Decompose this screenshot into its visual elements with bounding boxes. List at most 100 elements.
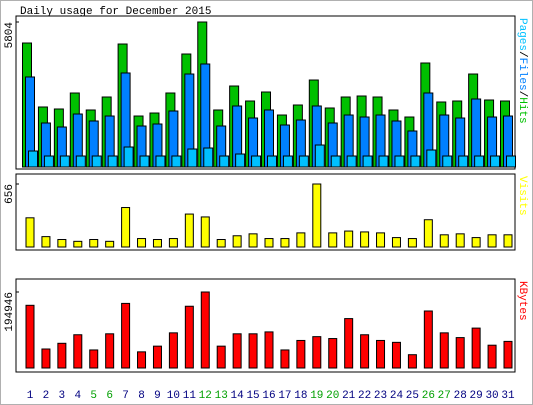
x-tick-label: 20 <box>326 390 339 402</box>
bar <box>360 231 370 248</box>
bar <box>490 155 501 168</box>
bar <box>105 240 115 248</box>
bar <box>121 302 131 369</box>
bar <box>155 155 166 168</box>
legend-separator: / <box>516 51 528 58</box>
bar <box>216 239 226 248</box>
bar <box>59 155 70 168</box>
bar <box>264 331 274 369</box>
bar <box>219 155 230 168</box>
x-tick-label: 8 <box>138 390 145 402</box>
bar <box>57 342 67 369</box>
bar <box>458 155 469 168</box>
bar <box>423 219 433 248</box>
x-tick-label: 26 <box>422 390 435 402</box>
bar <box>298 155 309 168</box>
bar <box>89 239 99 248</box>
bar <box>168 238 178 248</box>
x-tick-label: 15 <box>246 390 259 402</box>
x-tick-label: 18 <box>294 390 307 402</box>
bar <box>137 351 147 369</box>
bar <box>487 234 497 248</box>
x-tick-label: 17 <box>278 390 291 402</box>
bar <box>328 232 338 248</box>
x-tick-label: 16 <box>262 390 275 402</box>
bar <box>391 237 401 248</box>
bar <box>439 234 449 248</box>
bar <box>280 349 290 369</box>
x-tick-label: 24 <box>390 390 404 402</box>
x-tick-label: 3 <box>59 390 66 402</box>
legend-entry: Files <box>516 58 528 91</box>
legend-entry: Pages <box>516 18 528 51</box>
bar <box>360 334 370 369</box>
panel-box <box>15 173 516 251</box>
bar <box>235 153 246 168</box>
bar <box>168 332 178 369</box>
bar <box>376 232 386 248</box>
bar <box>330 155 341 168</box>
panel-box <box>15 15 516 170</box>
x-tick-label: 30 <box>485 390 498 402</box>
bar <box>232 333 242 369</box>
bar <box>75 155 86 168</box>
x-tick-label: 27 <box>438 390 451 402</box>
bar <box>152 345 162 369</box>
bar <box>73 240 83 248</box>
bar <box>487 344 497 369</box>
bar <box>296 232 306 248</box>
bar <box>107 155 118 168</box>
bar <box>391 341 401 369</box>
bar <box>423 310 433 369</box>
legend-entry: KBytes <box>516 281 528 321</box>
bar <box>455 233 465 248</box>
x-tick-label: 9 <box>154 390 161 402</box>
bar <box>184 213 194 248</box>
bar <box>216 345 226 369</box>
legend: Visits <box>516 176 528 216</box>
x-tick-label: 5 <box>90 390 97 402</box>
bar <box>506 155 516 168</box>
x-tick-label: 23 <box>374 390 387 402</box>
y-tick-label: 5804 <box>4 22 16 49</box>
bar <box>503 340 513 369</box>
bar <box>474 155 485 168</box>
x-tick-label: 12 <box>199 390 212 402</box>
bar <box>57 239 67 248</box>
bar <box>139 155 150 168</box>
bar <box>28 150 38 168</box>
x-tick-label: 28 <box>454 390 467 402</box>
bar <box>296 339 306 369</box>
bar <box>503 234 513 248</box>
legend-entry: Visits <box>516 176 528 216</box>
bar <box>344 230 354 248</box>
bar <box>171 155 182 168</box>
x-tick-label: 2 <box>43 390 50 402</box>
x-tick-label: 29 <box>470 390 483 402</box>
x-tick-label: 25 <box>406 390 419 402</box>
x-tick-label: 31 <box>501 390 515 402</box>
bar <box>455 337 465 369</box>
chart-title: Daily usage for December 2015 <box>20 6 211 18</box>
x-tick-label: 7 <box>122 390 129 402</box>
bar <box>312 183 322 248</box>
bar <box>184 305 194 369</box>
bar <box>43 155 54 168</box>
bar <box>378 155 389 168</box>
bar <box>91 155 102 168</box>
bar <box>41 348 51 369</box>
bar <box>407 354 417 369</box>
bar <box>105 333 115 369</box>
bar <box>200 291 210 369</box>
x-tick-label: 22 <box>358 390 371 402</box>
bar <box>439 332 449 369</box>
legend: Pages/Files/Hits <box>516 18 528 124</box>
bar <box>248 333 258 369</box>
bar <box>251 155 262 168</box>
y-tick-label: 656 <box>4 184 16 204</box>
bar <box>344 318 354 369</box>
bar <box>362 155 373 168</box>
x-tick-label: 1 <box>27 390 34 402</box>
bar <box>312 336 322 369</box>
legend: KBytes <box>516 281 528 321</box>
